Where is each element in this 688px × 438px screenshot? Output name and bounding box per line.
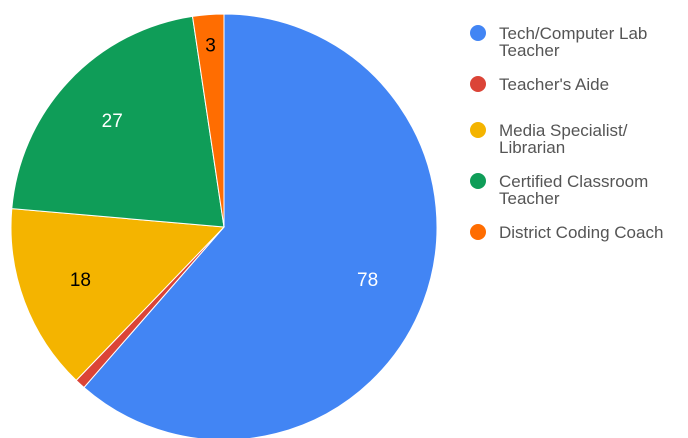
legend-swatch [470, 173, 486, 189]
legend-label: Certified Classroom Teacher [499, 172, 653, 208]
pie-slice [191, 13, 225, 228]
data-label: 78 [357, 270, 378, 291]
legend-label: Media Specialist/Librarian [499, 121, 628, 157]
legend-label: District Coding Coach [499, 223, 663, 242]
legend-swatch [470, 122, 486, 138]
legend-label: Teacher's Aide [499, 75, 609, 94]
legend-label: Tech/Computer Lab Teacher [499, 24, 652, 60]
legend-swatch [470, 76, 486, 92]
data-label: 18 [70, 270, 91, 291]
pie-slice [10, 208, 226, 382]
legend-swatch [470, 25, 486, 41]
pie-slice [11, 15, 225, 228]
legend-swatch [470, 224, 486, 240]
data-label: 27 [102, 111, 123, 132]
data-label: 3 [205, 35, 216, 56]
